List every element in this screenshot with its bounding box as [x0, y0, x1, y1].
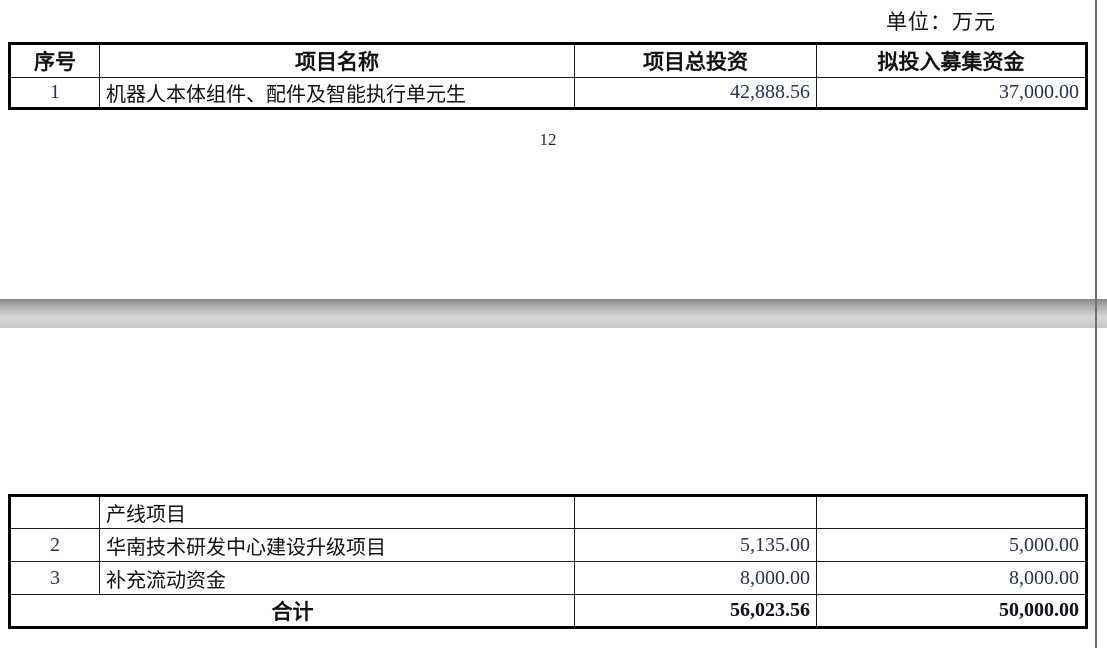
- project-name-cell: 机器人本体组件、配件及智能执行单元生: [99, 77, 575, 109]
- total-investment-cell: 42,888.56: [574, 77, 817, 109]
- total-investment-sum-cell: 56,023.56: [574, 594, 817, 628]
- table-header-row: 序号 项目名称 项目总投资 拟投入募集资金: [9, 43, 1087, 78]
- total-investment-cell: 8,000.00: [574, 561, 817, 595]
- total-investment-cell: 5,135.00: [574, 528, 817, 562]
- column-header-raised-funds: 拟投入募集资金: [816, 43, 1087, 78]
- page-separator: [0, 299, 1107, 328]
- table-row: 3 补充流动资金 8,000.00 8,000.00: [9, 561, 1087, 595]
- row-index-cell: [9, 495, 100, 529]
- total-label-cell: 合计: [9, 594, 575, 628]
- raised-funds-cell: [816, 495, 1087, 529]
- raised-funds-sum-cell: 50,000.00: [816, 594, 1087, 628]
- row-index-cell: 3: [9, 561, 100, 595]
- table-row: 2 华南技术研发中心建设升级项目 5,135.00 5,000.00: [9, 528, 1087, 562]
- project-name-cell: 产线项目: [99, 495, 575, 529]
- page-number: 12: [539, 130, 557, 149]
- total-investment-cell: [574, 495, 817, 529]
- row-index-cell: 1: [9, 77, 100, 109]
- raised-funds-cell: 37,000.00: [816, 77, 1087, 109]
- unit-label: 单位：万元: [886, 10, 996, 34]
- project-name-cell: 华南技术研发中心建设升级项目: [99, 528, 575, 562]
- row-index-cell: 2: [9, 528, 100, 562]
- page-edge-line: [1095, 0, 1097, 648]
- raised-funds-cell: 8,000.00: [816, 561, 1087, 595]
- column-header-total-investment: 项目总投资: [574, 43, 817, 78]
- table-total-row: 合计 56,023.56 50,000.00: [9, 594, 1087, 628]
- investment-table-page2: 产线项目 2 华南技术研发中心建设升级项目 5,135.00 5,000.00 …: [8, 494, 1088, 629]
- project-name-cell: 补充流动资金: [99, 561, 575, 595]
- investment-table-page1: 序号 项目名称 项目总投资 拟投入募集资金 1 机器人本体组件、配件及智能执行单…: [8, 42, 1088, 110]
- table-row: 1 机器人本体组件、配件及智能执行单元生 42,888.56 37,000.00: [9, 77, 1087, 109]
- column-header-project-name: 项目名称: [99, 43, 575, 78]
- column-header-no: 序号: [9, 43, 100, 78]
- table-row: 产线项目: [9, 495, 1087, 529]
- raised-funds-cell: 5,000.00: [816, 528, 1087, 562]
